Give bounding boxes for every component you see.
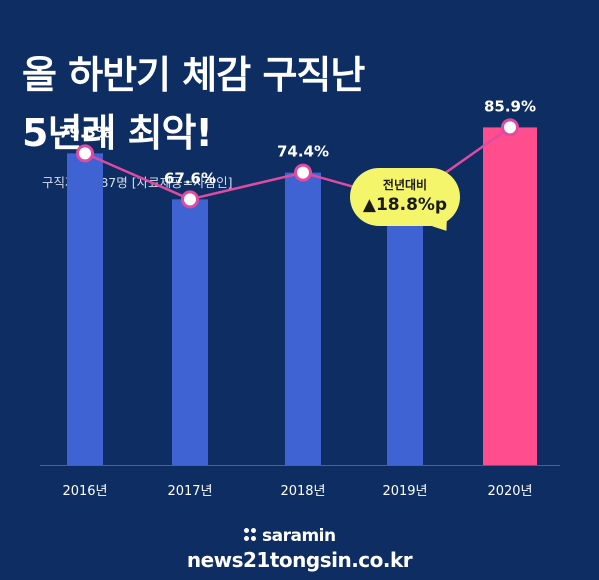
bar-0 (67, 153, 103, 465)
x-tick-label-3: 2019년 (382, 484, 427, 499)
dots-logo-icon (244, 528, 258, 544)
bar-4 (483, 127, 537, 466)
bar-3 (387, 201, 423, 465)
yoy-callout-badge: 전년대비 ▲18.8%p (350, 168, 460, 226)
x-tick-label-2: 2018년 (280, 484, 325, 499)
watermark-text: news21tongsin.co.kr (186, 548, 413, 572)
page-title-line2: 5년래 최악! (22, 111, 213, 155)
value-label-1: 67.6% (164, 169, 216, 187)
saramin-logo: saramin (244, 526, 336, 546)
logo-text: saramin (262, 526, 336, 546)
page-title-line1: 올 하반기 체감 구직난 (22, 53, 365, 97)
bar-2 (285, 172, 321, 465)
point-marker-4 (501, 118, 519, 137)
point-marker-2 (294, 163, 312, 182)
x-tick-label-0: 2016년 (62, 484, 107, 499)
callout-label: 전년대비 (382, 178, 428, 192)
value-label-0: 79.3% (59, 123, 111, 141)
value-label-2: 74.4% (277, 143, 329, 161)
value-label-4: 85.9% (484, 97, 536, 115)
callout-value: ▲18.8%p (362, 195, 448, 215)
bar-1 (172, 199, 208, 465)
x-tick-label-1: 2017년 (167, 484, 212, 499)
watermark-footer: news21tongsin.co.kr (0, 548, 599, 580)
point-marker-1 (181, 190, 199, 209)
point-marker-0 (76, 144, 94, 163)
x-tick-label-4: 2020년 (487, 484, 532, 499)
